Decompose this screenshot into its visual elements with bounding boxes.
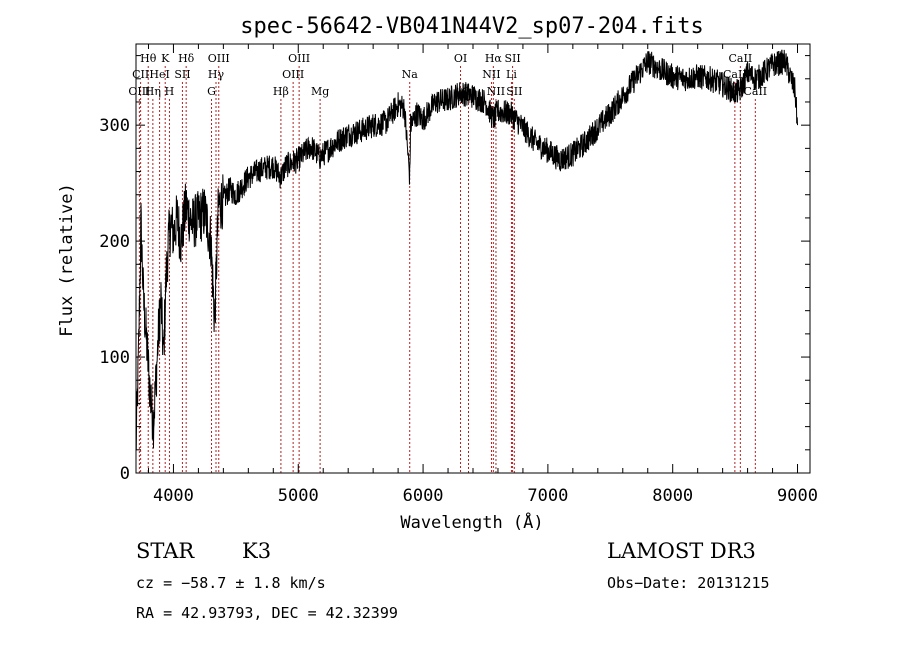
marker-label: CaII [729, 52, 753, 65]
chart-title: spec-56642-VB041N44V2_sp07-204.fits [240, 14, 704, 39]
marker-label: NII [482, 68, 500, 81]
marker-label: CaII [743, 85, 767, 98]
marker-label: SII [504, 52, 520, 65]
redshift-value: cz = −58.7 ± 1.8 km/s [136, 574, 326, 592]
y-tick-label: 300 [99, 116, 130, 136]
marker-label: NII [487, 85, 505, 98]
marker-label: OIII [128, 85, 150, 98]
marker-label: Hα [485, 52, 503, 65]
y-axis-label: Flux (relative) [57, 183, 77, 337]
marker-label: OI [454, 52, 467, 65]
object-class: STAR [136, 539, 195, 563]
x-tick-label: 9000 [777, 486, 818, 506]
marker-label: OIII [282, 68, 304, 81]
marker-label: OIII [208, 52, 230, 65]
marker-label: Mg [311, 85, 329, 98]
x-tick-label: 6000 [403, 486, 444, 506]
marker-label: Hδ [178, 52, 195, 65]
marker-label: SII [174, 68, 190, 81]
y-tick-label: 100 [99, 348, 130, 368]
y-axis-ticks: 0 100 200 300 [99, 55, 810, 484]
marker-label: Hθ [140, 52, 157, 65]
observation-date: Obs−Date: 20131215 [607, 574, 770, 592]
plot-frame [135, 43, 811, 474]
marker-lines [138, 66, 756, 473]
spectrum-line [135, 49, 799, 451]
y-tick-label: 200 [99, 232, 130, 252]
marker-label: SII [506, 85, 522, 98]
x-axis-label: Wavelength (Å) [400, 511, 543, 533]
x-tick-label: 7000 [527, 486, 568, 506]
marker-label: K [161, 52, 170, 65]
x-tick-label: 8000 [652, 486, 693, 506]
x-tick-label: 5000 [278, 486, 319, 506]
marker-label: Hβ [273, 85, 289, 98]
survey-name: LAMOST DR3 [607, 539, 756, 563]
x-tick-label: 4000 [153, 486, 194, 506]
marker-label: G [207, 85, 216, 98]
marker-label: OIII [288, 52, 310, 65]
marker-label: H [165, 85, 175, 98]
marker-label: HeI [149, 68, 169, 81]
coordinates: RA = 42.93793, DEC = 42.32399 [136, 604, 398, 622]
y-tick-label: 0 [120, 464, 130, 484]
marker-label: Hγ [208, 68, 225, 81]
marker-label: Li [506, 68, 517, 81]
marker-label: Na [402, 68, 419, 81]
object-subclass: K3 [242, 539, 272, 563]
marker-label: Hη [145, 85, 161, 98]
x-axis-ticks: 4000 5000 6000 7000 8000 9000 [147, 44, 818, 506]
